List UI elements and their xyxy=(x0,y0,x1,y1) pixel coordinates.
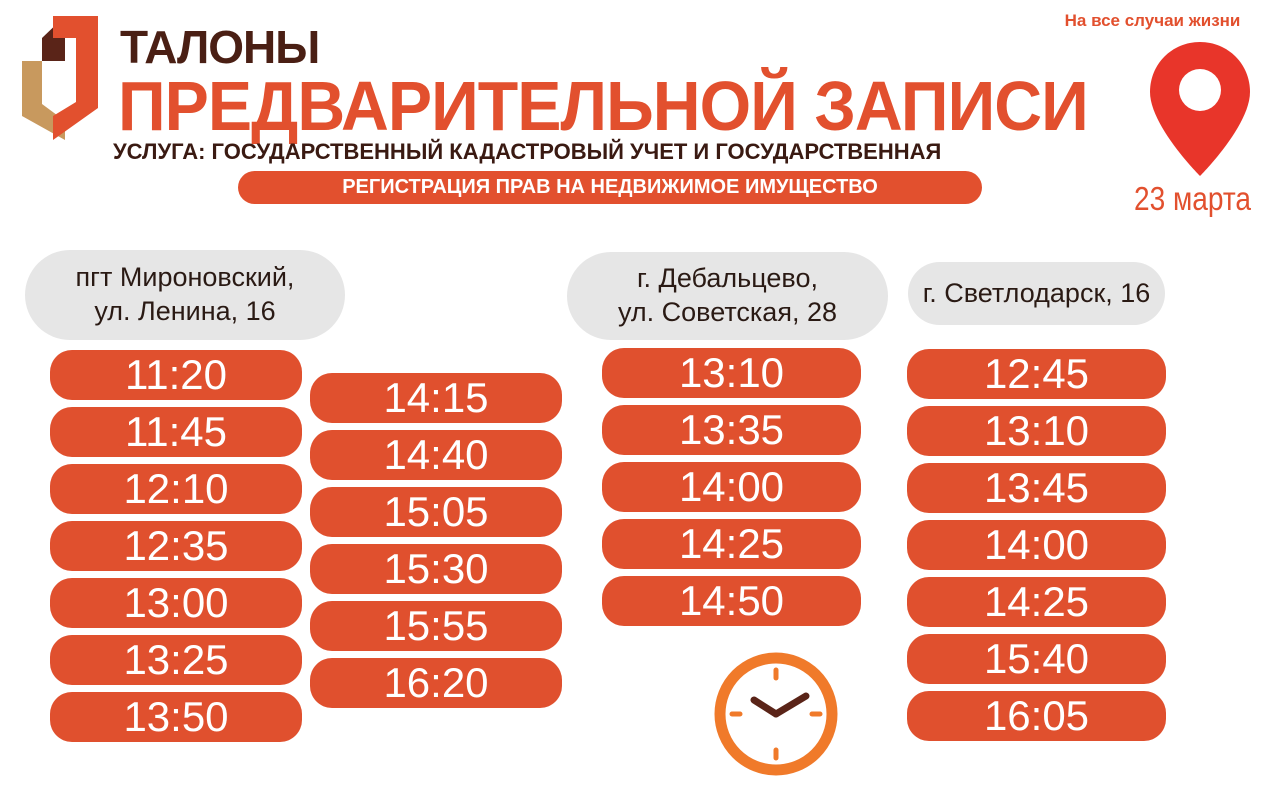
time-slot: 15:05 xyxy=(310,487,562,537)
service-line-1: УСЛУГА: ГОСУДАРСТВЕННЫЙ КАДАСТРОВЫЙ УЧЕТ… xyxy=(113,139,942,164)
time-slot: 11:45 xyxy=(50,407,302,457)
time-slot: 16:05 xyxy=(907,691,1166,741)
location-line: г. Светлодарск, 16 xyxy=(922,277,1151,308)
location-line: ул. Ленина, 16 xyxy=(94,296,276,326)
time-slot: 15:30 xyxy=(310,544,562,594)
time-slot: 13:10 xyxy=(602,348,861,398)
location-debaltsevo: г. Дебальцево, ул. Советская, 28 xyxy=(567,252,888,340)
title-line-1: ТАЛОНЫ xyxy=(120,21,320,73)
location-line: ул. Советская, 28 xyxy=(618,297,837,327)
time-slot: 16:20 xyxy=(310,658,562,708)
clock-icon xyxy=(714,652,838,776)
time-slot: 14:15 xyxy=(310,373,562,423)
location-mironovsky: пгт Мироновский, ул. Ленина, 16 xyxy=(25,250,345,340)
time-slot: 14:25 xyxy=(907,577,1166,627)
time-slot: 11:20 xyxy=(50,350,302,400)
service-line-2: РЕГИСТРАЦИЯ ПРАВ НА НЕДВИЖИМОЕ ИМУЩЕСТВО xyxy=(238,171,982,204)
time-slot: 14:00 xyxy=(602,462,861,512)
time-slot: 13:35 xyxy=(602,405,861,455)
title-line-2: ПРЕДВАРИТЕЛЬНОЙ ЗАПИСИ xyxy=(118,67,1089,145)
time-slot: 12:45 xyxy=(907,349,1166,399)
time-slot: 13:45 xyxy=(907,463,1166,513)
time-slot: 13:25 xyxy=(50,635,302,685)
time-slot: 14:50 xyxy=(602,576,861,626)
time-slot: 13:00 xyxy=(50,578,302,628)
location-svetlodarsk: г. Светлодарск, 16 xyxy=(908,262,1165,325)
logo-icon xyxy=(22,16,98,140)
time-slot: 14:40 xyxy=(310,430,562,480)
tagline: На все случаи жизни xyxy=(1064,11,1241,30)
time-slot: 14:00 xyxy=(907,520,1166,570)
time-slot: 12:35 xyxy=(50,521,302,571)
time-slot: 13:50 xyxy=(50,692,302,742)
time-slot: 12:10 xyxy=(50,464,302,514)
time-slot: 13:10 xyxy=(907,406,1166,456)
location-pin-icon xyxy=(1150,42,1250,176)
time-slot: 15:40 xyxy=(907,634,1166,684)
event-date: 23 марта xyxy=(1133,180,1251,217)
time-slot: 15:55 xyxy=(310,601,562,651)
time-slot: 14:25 xyxy=(602,519,861,569)
location-line: пгт Мироновский, xyxy=(75,262,295,293)
location-line: г. Дебальцево, xyxy=(637,263,818,294)
